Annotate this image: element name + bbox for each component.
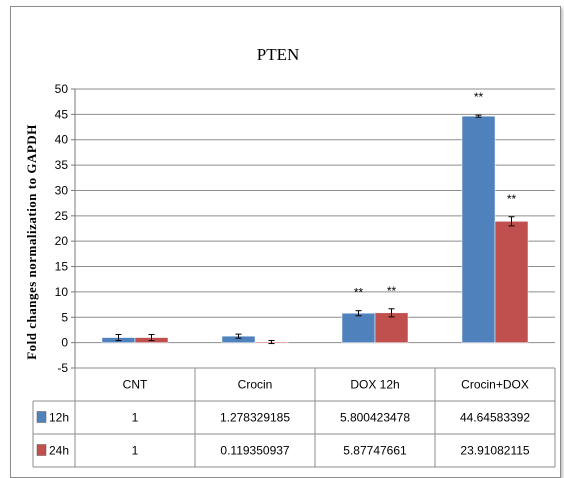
significance-label: ** [474,90,484,104]
category-label: Crocin [238,378,273,392]
y-tick-label: 10 [55,285,69,299]
y-tick-label: 25 [55,209,69,223]
significance-label: ** [354,286,364,300]
table-cell: 1 [132,411,139,425]
bar [374,312,409,343]
legend-key [36,411,47,423]
y-tick-label: -5 [57,361,68,375]
y-axis-label: Fold changes normalization to GAPDH [24,124,39,360]
category-label: Crocin+DOX [461,378,529,392]
bar [341,312,376,343]
y-tick-label: 5 [61,310,68,324]
y-tick-label: 35 [55,158,69,172]
significance-label: ** [507,192,517,206]
bar [461,115,496,343]
y-tick-label: 15 [55,260,69,274]
y-axis-ticks: -5 0 5 10 15 20 25 30 35 40 45 50 [55,82,69,375]
series-label: 24h [49,444,69,458]
y-tick-label: 45 [55,107,69,121]
bar [494,221,529,343]
data-table: CNT Crocin DOX 12h Crocin+DOX 12h 1 1.27832918… [32,367,556,468]
table-cell: 5.87747661 [343,444,407,458]
significance-label: ** [387,284,397,298]
y-tick-label: 0 [61,336,68,350]
series-label: 12h [49,411,69,425]
table-cell: 23.91082115 [460,444,530,458]
category-label: CNT [123,378,148,392]
y-tick-label: 30 [55,183,69,197]
table-cell: 0.119350937 [220,444,290,458]
y-tick-label: 20 [55,234,69,248]
table-cell: 1.278329185 [220,411,290,425]
category-label: DOX 12h [350,378,399,392]
bars: ** ** ** ** [101,90,529,345]
y-tick-label: 40 [55,133,69,147]
chart-title: PTEN [257,45,300,64]
table-cell: 44.64583392 [460,411,530,425]
legend-key [36,444,47,456]
y-tick-label: 50 [55,82,69,96]
table-cell: 1 [132,444,139,458]
table-cell: 5.800423478 [340,411,410,425]
